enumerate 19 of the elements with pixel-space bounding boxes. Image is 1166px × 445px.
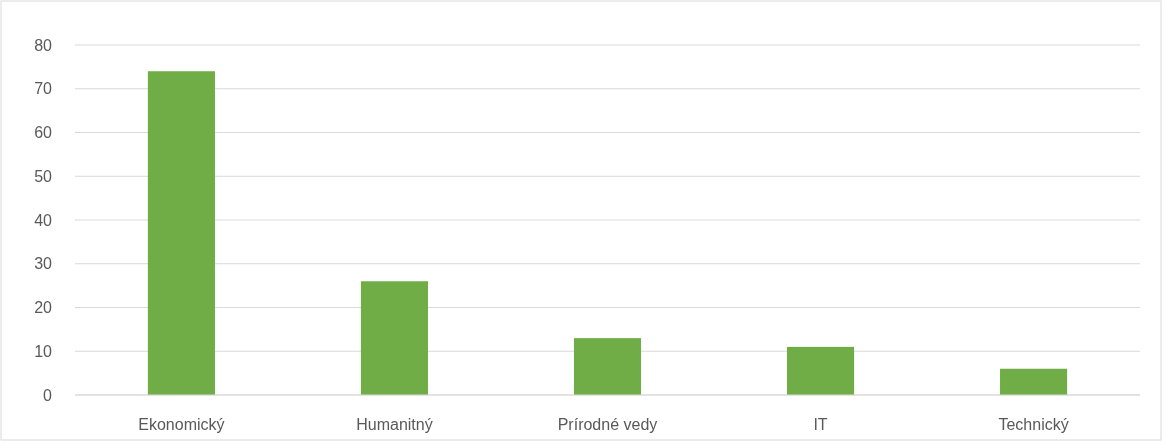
x-tick-label: Prírodné vedy xyxy=(557,416,658,433)
y-tick-label: 40 xyxy=(34,211,53,229)
y-tick-label: 30 xyxy=(34,255,53,273)
y-tick-label: 50 xyxy=(34,167,53,185)
y-tick-label: 60 xyxy=(34,124,53,142)
y-tick-label: 0 xyxy=(43,386,53,404)
bar xyxy=(786,346,855,395)
x-tick-label: Technický xyxy=(998,416,1069,433)
y-tick-label: 70 xyxy=(34,80,53,98)
x-tick-label: Ekonomický xyxy=(138,416,225,433)
y-tick-label: 10 xyxy=(34,342,53,360)
x-tick-label: IT xyxy=(813,416,828,433)
bar xyxy=(573,338,642,395)
bar xyxy=(1000,368,1068,395)
y-tick-label: 80 xyxy=(34,36,53,54)
y-tick-label: 20 xyxy=(34,299,53,317)
bar xyxy=(360,281,429,395)
x-tick-label: Humanitný xyxy=(356,416,433,433)
bar xyxy=(147,71,215,395)
